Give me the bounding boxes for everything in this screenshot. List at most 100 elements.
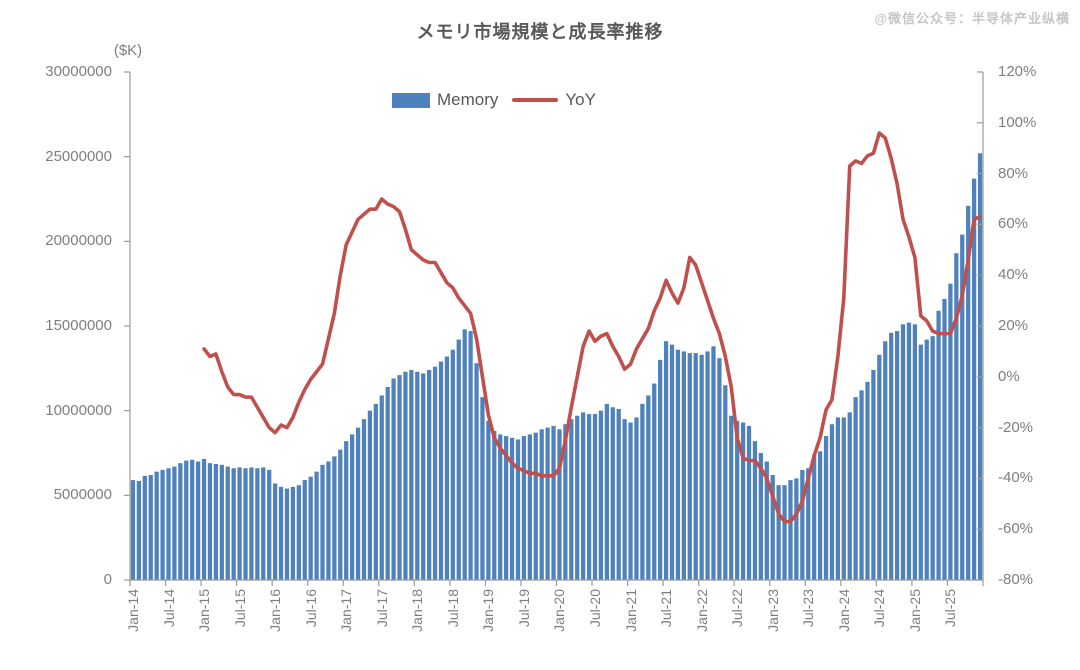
chart-title: メモリ市場規模と成長率推移 [416,22,664,42]
x-axis-tick-label: Jul-23 [800,589,817,628]
memory-bar [415,371,420,580]
right-axis-tick-label: 100% [998,113,1037,131]
memory-bar [817,451,823,580]
x-axis-tick-label: Jan-24 [835,589,852,632]
memory-bar [492,430,497,580]
x-axis-tick-label: Jan-23 [764,589,781,632]
memory-bar [669,344,675,580]
memory-bar [462,329,467,580]
memory-bar [237,467,242,580]
memory-bar [290,486,296,580]
memory-bar [184,460,189,580]
x-axis-tick-label: Jan-20 [551,589,568,632]
left-axis-tick-label: 25000000 [45,147,112,165]
memory-bar [658,359,663,580]
memory-bar [545,427,550,580]
memory-bar [800,469,805,580]
memory-bar [231,468,236,580]
x-axis-tick-label: Jul-24 [871,589,888,628]
memory-bar [693,353,698,580]
x-axis-tick-label: Jan-17 [338,589,355,632]
memory-bar [421,373,426,580]
x-axis-tick-label: Jul-15 [231,589,248,628]
x-axis-tick-label: Jan-21 [622,589,639,632]
left-axis-tick-label: 5000000 [53,486,112,504]
memory-bar [776,485,781,580]
memory-bar [735,420,740,580]
right-axis-tick-label: 40% [998,266,1029,284]
x-axis-tick-label: Jul-25 [942,589,959,628]
memory-bar [758,453,763,580]
memory-bar [350,434,355,580]
memory-bar [646,395,651,580]
memory-bar [373,403,378,580]
memory-bar [764,461,769,580]
memory-bar [367,410,373,580]
x-axis-tick-label: Jan-16 [267,589,284,632]
memory-bar [148,475,153,580]
x-axis-tick-label: Jan-19 [480,589,497,632]
memory-bar [142,475,147,580]
memory-bar [195,461,201,580]
memory-bar [296,485,301,580]
x-axis-tick-label: Jan-22 [693,589,710,632]
legend-item-memory: Memory [392,90,498,110]
memory-bar [581,412,586,580]
memory-bar [332,456,337,580]
legend: Memory YoY [392,90,596,110]
memory-bar [823,436,829,580]
memory-bar [977,153,983,580]
right-axis-tick-label: 60% [998,215,1029,233]
memory-bar [539,429,544,580]
memory-bar [794,478,799,580]
memory-bar [948,283,953,580]
left-axis-unit-label: ($K) [113,42,143,59]
memory-bar [551,425,556,580]
memory-bar [806,468,811,580]
right-axis-tick-label: 20% [998,317,1029,334]
right-axis-tick-label: -80% [998,571,1034,588]
x-axis-tick-label: Jan-14 [124,589,141,632]
memory-bar [515,439,521,580]
memory-bar [533,432,538,580]
memory-bar [432,366,438,580]
memory-bar [361,419,367,580]
memory-bar [877,354,882,580]
memory-bar [634,417,639,580]
memory-bar [166,468,171,580]
yoy-legend-label: YoY [565,90,596,109]
memory-bar [705,351,710,580]
memory-bar [971,178,977,580]
memory-bar [480,397,485,580]
memory-bar [154,471,159,580]
memory-bar [521,436,527,580]
memory-bar [575,415,580,580]
memory-bar [622,419,627,580]
right-axis-tick-label: -40% [998,469,1034,487]
memory-bar [456,339,461,580]
x-axis-tick-label: Jul-19 [515,589,532,628]
memory-bar [249,467,254,580]
memory-bar [924,339,929,580]
yoy-line [202,131,982,524]
memory-bar [966,205,971,580]
memory-bar [592,414,598,580]
memory-bar [604,403,609,580]
memory-bar [160,469,165,580]
x-axis-tick-label: Jul-20 [587,589,603,628]
memory-bar [355,427,361,580]
memory-bar [889,332,894,580]
memory-bar [681,351,686,580]
memory-bar [273,483,278,580]
memory-bar [942,298,947,580]
memory-bar [267,469,272,580]
memory-bar [853,397,858,580]
memory-bar [391,378,396,580]
memory-bar [610,407,615,580]
memory-bar [900,324,906,580]
memory-bar [427,370,432,580]
x-axis-tick-label: Jan-15 [196,589,213,632]
memory-bar [486,420,491,580]
